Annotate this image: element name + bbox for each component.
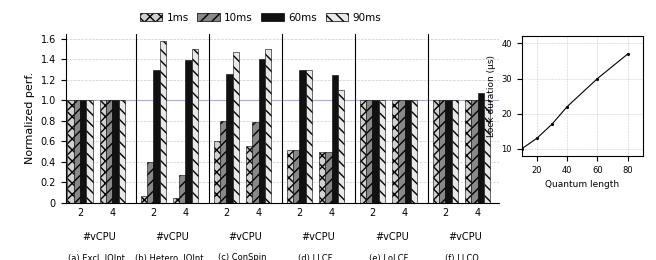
Bar bbox=[214, 141, 220, 203]
Text: #vCPU: #vCPU bbox=[448, 231, 482, 242]
Bar bbox=[100, 100, 106, 203]
Bar bbox=[379, 100, 385, 203]
Bar bbox=[338, 90, 344, 203]
Text: (b) Hetero. IOInt: (b) Hetero. IOInt bbox=[135, 254, 203, 260]
Bar bbox=[306, 70, 312, 203]
Text: #vCPU: #vCPU bbox=[302, 231, 335, 242]
Bar bbox=[373, 100, 379, 203]
Bar bbox=[226, 74, 233, 203]
X-axis label: Quantum length: Quantum length bbox=[545, 180, 619, 189]
Text: (f) LLCO: (f) LLCO bbox=[445, 254, 478, 260]
Bar bbox=[74, 100, 80, 203]
Y-axis label: Lock duration (μs): Lock duration (μs) bbox=[487, 55, 496, 137]
Bar bbox=[186, 60, 192, 203]
Bar bbox=[452, 100, 458, 203]
Bar bbox=[140, 196, 147, 203]
Bar bbox=[112, 100, 119, 203]
Bar bbox=[472, 100, 478, 203]
Bar bbox=[119, 100, 125, 203]
Bar bbox=[433, 100, 439, 203]
Bar bbox=[392, 100, 398, 203]
Bar bbox=[439, 100, 445, 203]
Legend: 1ms, 10ms, 60ms, 90ms: 1ms, 10ms, 60ms, 90ms bbox=[135, 9, 386, 27]
Bar bbox=[325, 152, 331, 203]
Bar bbox=[287, 150, 293, 203]
Text: #vCPU: #vCPU bbox=[375, 231, 409, 242]
Bar bbox=[246, 146, 252, 203]
Text: #vCPU: #vCPU bbox=[229, 231, 262, 242]
Bar bbox=[405, 100, 411, 203]
Text: (c) ConSpin: (c) ConSpin bbox=[218, 254, 266, 260]
Y-axis label: Normalized perf.: Normalized perf. bbox=[25, 72, 35, 164]
Bar bbox=[293, 150, 299, 203]
Bar bbox=[258, 59, 265, 203]
Bar bbox=[411, 100, 417, 203]
Bar bbox=[252, 122, 258, 203]
Bar bbox=[80, 100, 87, 203]
Bar bbox=[359, 100, 366, 203]
Bar bbox=[106, 100, 112, 203]
Bar bbox=[154, 70, 159, 203]
Bar bbox=[192, 49, 198, 203]
Bar bbox=[220, 121, 226, 203]
Bar bbox=[265, 49, 271, 203]
Bar bbox=[233, 52, 239, 203]
Bar bbox=[68, 100, 74, 203]
Bar bbox=[319, 152, 325, 203]
Bar bbox=[484, 100, 490, 203]
Bar bbox=[179, 175, 186, 203]
Text: #vCPU: #vCPU bbox=[155, 231, 190, 242]
Bar bbox=[299, 70, 306, 203]
Bar bbox=[366, 100, 373, 203]
Bar bbox=[173, 198, 179, 203]
Text: (e) LoLCF: (e) LoLCF bbox=[369, 254, 408, 260]
Bar bbox=[87, 100, 92, 203]
Text: (d) LLCF: (d) LLCF bbox=[298, 254, 333, 260]
Bar bbox=[331, 75, 338, 203]
Bar bbox=[398, 100, 405, 203]
Bar bbox=[465, 100, 472, 203]
Bar bbox=[147, 162, 154, 203]
Bar bbox=[159, 41, 166, 203]
Text: (a) Excl. IOInt: (a) Excl. IOInt bbox=[68, 254, 125, 260]
Text: #vCPU: #vCPU bbox=[83, 231, 116, 242]
Bar bbox=[478, 93, 484, 203]
Bar bbox=[445, 100, 452, 203]
